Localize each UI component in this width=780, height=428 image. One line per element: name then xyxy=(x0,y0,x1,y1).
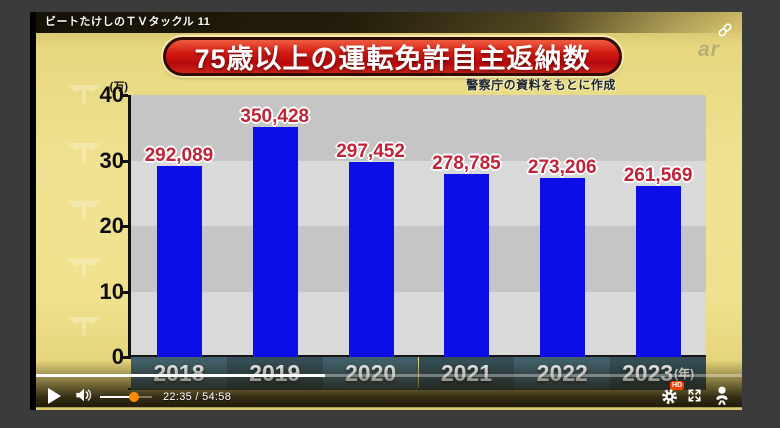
chart-title: 75歳以上の運転免許自主返納数 xyxy=(163,37,622,76)
chart-bar xyxy=(252,127,298,357)
volume-slider[interactable] xyxy=(100,390,152,402)
player-titlebar: ビートたけしのＴＶタックル 11 xyxy=(36,12,742,33)
time-display: 22:35 / 54:58 xyxy=(163,391,232,403)
y-axis-unit-label: (万) xyxy=(109,81,128,93)
chart-bar xyxy=(540,178,586,357)
y-axis-tick-mark xyxy=(121,225,128,228)
chart-bar xyxy=(156,166,202,357)
y-axis-tick-label: 40 xyxy=(99,82,124,107)
y-axis-tick-label: 10 xyxy=(99,278,124,304)
player-controls: 22:35 / 54:58 HD xyxy=(36,381,742,408)
bar-value-label: 297,452 xyxy=(336,141,405,162)
controls-gradient xyxy=(36,360,742,410)
y-axis-line xyxy=(128,95,131,359)
bar-value-label: 350,428 xyxy=(240,106,310,127)
bar-value-label: 261,569 xyxy=(623,165,693,186)
plot-band xyxy=(131,291,706,355)
chart-source-note: 警察庁の資料をもとに作成 xyxy=(466,78,616,92)
bar-value-label: 292,089 xyxy=(144,145,214,166)
video-frame[interactable]: ar 75歳以上の運転免許自主返納数 警察庁の資料をもとに作成 (万) 0 10 2… xyxy=(36,12,742,410)
y-axis-tick-mark xyxy=(121,159,128,163)
seek-bar-progress xyxy=(36,374,326,377)
plot-area xyxy=(131,95,706,357)
chart-bar xyxy=(348,162,394,357)
bar-value-label: 273,206 xyxy=(527,157,597,178)
y-axis-tick-mark xyxy=(121,290,128,294)
station-watermark-icon xyxy=(66,83,102,105)
volume-icon[interactable] xyxy=(75,387,93,404)
ok-logo-icon[interactable] xyxy=(715,386,729,405)
y-axis-tick-label: 30 xyxy=(99,147,124,173)
share-link-icon[interactable] xyxy=(716,21,734,39)
plot-band xyxy=(131,160,706,226)
y-axis-tick-mark xyxy=(121,356,128,359)
chart-bar xyxy=(444,174,490,357)
station-watermark-icon xyxy=(66,315,102,337)
seek-bar[interactable] xyxy=(36,374,742,377)
volume-handle[interactable] xyxy=(128,392,139,402)
station-watermark-icon xyxy=(66,141,102,163)
settings-gear-icon[interactable] xyxy=(661,388,678,405)
play-button[interactable] xyxy=(48,388,61,404)
corner-watermark: ar xyxy=(698,38,720,61)
plot-band xyxy=(131,95,706,161)
video-player: ar 75歳以上の運転免許自主返納数 警察庁の資料をもとに作成 (万) 0 10 2… xyxy=(30,12,742,410)
station-watermark-icon xyxy=(66,257,102,279)
bar-value-label: 278,785 xyxy=(432,153,501,174)
video-title: ビートたけしのＴＶタックル 11 xyxy=(45,16,211,28)
plot-band xyxy=(131,226,706,292)
y-axis-tick-mark xyxy=(121,94,128,97)
y-axis-tick-label: 20 xyxy=(99,213,124,238)
hd-quality-badge: HD xyxy=(670,381,685,390)
station-watermark-icon xyxy=(66,199,102,221)
chart-bar xyxy=(636,186,682,357)
fullscreen-icon[interactable] xyxy=(687,388,702,403)
